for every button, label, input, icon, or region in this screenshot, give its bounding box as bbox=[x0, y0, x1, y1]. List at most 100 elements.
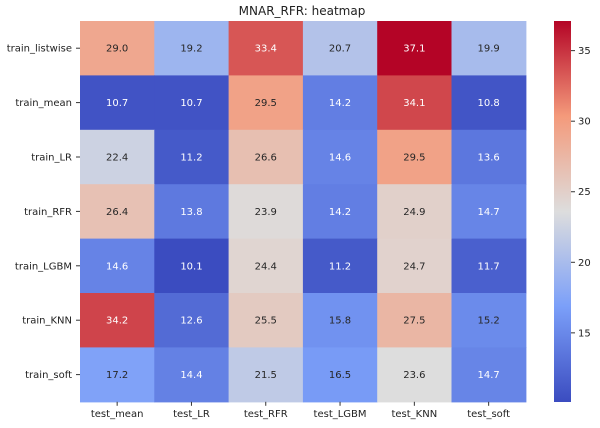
cell-value-label: 13.8 bbox=[180, 207, 202, 218]
column-label: test_RFR bbox=[244, 409, 288, 420]
cell-value-label: 14.4 bbox=[180, 370, 202, 381]
heatmap-cell bbox=[451, 21, 527, 76]
heatmap-cell bbox=[451, 238, 527, 294]
heatmap-cell bbox=[154, 21, 230, 76]
heatmap-cell bbox=[154, 238, 230, 294]
cell-value-label: 15.2 bbox=[478, 316, 500, 327]
heatmap-cell bbox=[377, 293, 453, 348]
cell-value-label: 25.5 bbox=[255, 316, 277, 327]
heatmap-cell bbox=[302, 129, 378, 185]
cell-value-label: 34.1 bbox=[403, 98, 425, 109]
cell-value-label: 14.2 bbox=[329, 207, 351, 218]
heatmap-cell bbox=[80, 21, 155, 76]
heatmap-cell bbox=[377, 75, 453, 131]
heatmap-cell bbox=[228, 75, 304, 131]
cell-value-label: 13.6 bbox=[478, 153, 500, 164]
heatmap-cell bbox=[154, 293, 230, 348]
row-label: train_mean bbox=[15, 98, 72, 109]
cell-value-label: 26.4 bbox=[106, 207, 128, 218]
cell-value-label: 22.4 bbox=[106, 153, 128, 164]
cell-value-label: 29.5 bbox=[255, 98, 277, 109]
heatmap-cell bbox=[154, 129, 230, 185]
cell-value-label: 26.6 bbox=[255, 153, 277, 164]
colorbar-tick-label: 20 bbox=[578, 258, 591, 269]
cell-value-label: 15.8 bbox=[329, 316, 351, 327]
row-label: train_LR bbox=[31, 153, 72, 164]
heatmap-cells: 29.0 19.2 33.4 20.7 37.1 19.9 10.7 10.7 29.5 14.2… bbox=[80, 21, 527, 403]
cell-value-label: 20.7 bbox=[329, 44, 351, 55]
cell-value-label: 37.1 bbox=[403, 44, 425, 55]
cell-value-label: 17.2 bbox=[106, 370, 128, 381]
cell-value-label: 27.5 bbox=[403, 316, 425, 327]
heatmap-cell bbox=[451, 293, 527, 348]
row-label: train_LGBM bbox=[15, 261, 72, 272]
cell-value-label: 29.5 bbox=[403, 153, 425, 164]
heatmap-cell bbox=[80, 129, 155, 185]
heatmap-cell bbox=[451, 184, 527, 240]
cell-value-label: 14.2 bbox=[329, 98, 351, 109]
heatmap-cell bbox=[377, 238, 453, 294]
heatmap-cell bbox=[80, 238, 155, 294]
cell-value-label: 33.4 bbox=[255, 44, 277, 55]
cell-value-label: 14.6 bbox=[106, 261, 128, 272]
heatmap-cell bbox=[80, 75, 155, 131]
cell-value-label: 12.6 bbox=[180, 316, 202, 327]
heatmap-cell bbox=[154, 184, 230, 240]
cell-value-label: 10.7 bbox=[180, 98, 202, 109]
cell-value-label: 16.5 bbox=[329, 370, 351, 381]
heatmap-cell bbox=[228, 293, 304, 348]
column-label: test_mean bbox=[91, 409, 144, 420]
heatmap-cell bbox=[377, 21, 453, 76]
column-label: test_LGBM bbox=[314, 409, 367, 420]
heatmap-cell bbox=[377, 129, 453, 185]
cell-value-label: 24.4 bbox=[255, 261, 277, 272]
heatmap-cell bbox=[80, 293, 155, 348]
heatmap-cell bbox=[302, 184, 378, 240]
heatmap-cell bbox=[80, 184, 155, 240]
cell-value-label: 11.2 bbox=[329, 261, 351, 272]
heatmap-cell bbox=[228, 21, 304, 76]
colorbar-tick-label: 35 bbox=[578, 46, 591, 57]
heatmap-cell bbox=[451, 129, 527, 185]
column-label: test_LR bbox=[173, 409, 210, 420]
colorbar-tick-label: 15 bbox=[578, 328, 591, 339]
heatmap-cell bbox=[228, 129, 304, 185]
heatmap-cell bbox=[228, 184, 304, 240]
cell-value-label: 14.7 bbox=[478, 207, 500, 218]
row-labels: train_listwise train_mean train_LR train_RF… bbox=[7, 44, 80, 381]
cell-value-label: 11.2 bbox=[180, 153, 202, 164]
cell-value-label: 24.7 bbox=[403, 261, 425, 272]
heatmap-cell bbox=[302, 293, 378, 348]
heatmap-cell bbox=[80, 347, 155, 403]
heatmap-cell bbox=[154, 75, 230, 131]
heatmap-cell bbox=[377, 347, 453, 403]
cell-value-label: 21.5 bbox=[255, 370, 277, 381]
row-label: train_soft bbox=[25, 370, 72, 381]
cell-value-label: 10.7 bbox=[106, 98, 128, 109]
cell-value-label: 10.8 bbox=[478, 98, 500, 109]
heatmap-cell bbox=[451, 347, 527, 403]
cell-value-label: 11.7 bbox=[478, 261, 500, 272]
colorbar-ticks: 15 20 25 30 35 bbox=[571, 46, 591, 339]
column-label: test_KNN bbox=[391, 409, 437, 420]
cell-value-label: 19.2 bbox=[180, 44, 202, 55]
cell-value-label: 19.9 bbox=[478, 44, 500, 55]
row-label: train_RFR bbox=[24, 207, 72, 218]
cell-value-label: 23.9 bbox=[255, 207, 277, 218]
heatmap-cell bbox=[451, 75, 527, 131]
column-label: test_soft bbox=[467, 409, 510, 420]
colorbar bbox=[554, 21, 571, 402]
colorbar-tick-label: 25 bbox=[578, 187, 591, 198]
chart-title: MNAR_RFR: heatmap bbox=[239, 4, 366, 18]
heatmap-cell bbox=[302, 238, 378, 294]
heatmap-cell bbox=[154, 347, 230, 403]
cell-value-label: 29.0 bbox=[106, 44, 128, 55]
cell-value-label: 24.9 bbox=[403, 207, 425, 218]
cell-value-label: 23.6 bbox=[403, 370, 425, 381]
colorbar-tick-label: 30 bbox=[578, 117, 591, 128]
cell-value-label: 34.2 bbox=[106, 316, 128, 327]
cell-value-label: 14.7 bbox=[478, 370, 500, 381]
cell-value-label: 14.6 bbox=[329, 153, 351, 164]
row-label: train_listwise bbox=[7, 44, 72, 55]
